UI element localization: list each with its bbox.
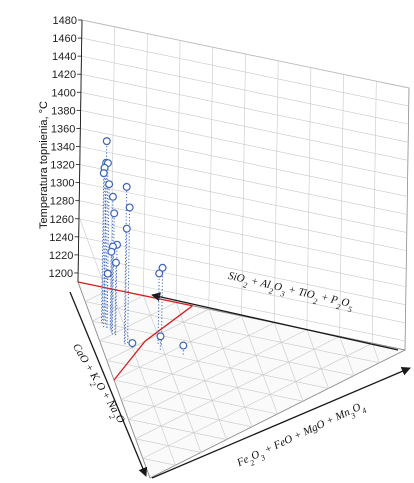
ternary-grid-line	[128, 329, 308, 420]
y-tick-label: 1420	[52, 69, 76, 81]
point-drop-line	[101, 167, 106, 324]
arrow-axis-b	[151, 367, 411, 479]
point-drop-line	[103, 141, 108, 321]
wall-grid-horizontal	[78, 254, 406, 324]
y-tick-label: 1220	[49, 250, 73, 262]
axis-label-sio2-group: SiO2 + Al2O3 + TiO2 + P2O5	[226, 270, 354, 314]
data-point	[156, 332, 165, 341]
wall-grid-horizontal	[80, 110, 408, 179]
highlight-line	[77, 281, 193, 307]
y-tick-label: 1280	[50, 196, 74, 208]
y-tick-label: 1300	[50, 178, 74, 190]
ternary-grid-line	[175, 302, 227, 440]
ternary-grid-line	[142, 342, 373, 459]
wall-grid-horizontal	[78, 272, 406, 342]
y-tick-label: 1260	[49, 214, 73, 226]
ternary-grid-line	[372, 343, 380, 363]
y-axis-line	[77, 19, 83, 283]
data-point	[105, 180, 114, 189]
ternary-grid-line	[121, 399, 253, 428]
ternary-grid-line	[241, 315, 278, 415]
point-drop-line	[124, 228, 128, 345]
temperature-axis: 1200 1220 1240 1260 1280 1300 1320 1340 1360 1380…	[49, 15, 83, 283]
wall-grid-horizontal	[81, 73, 409, 143]
y-tick-label: 1240	[49, 232, 73, 244]
data-point	[122, 182, 131, 191]
ternary-grid-line	[113, 379, 278, 415]
wall-grid-vertical	[175, 40, 181, 303]
point-drop-line	[115, 244, 118, 336]
wall-grid-horizontal	[81, 55, 409, 125]
arrow-axis-a	[151, 292, 399, 351]
highlight-line	[144, 305, 193, 342]
ternary-grid-line	[128, 418, 227, 440]
data-point	[125, 203, 134, 212]
wall-grid-horizontal	[79, 182, 407, 251]
data-point	[179, 341, 188, 350]
point-drop-line	[160, 267, 164, 345]
wall-grid-vertical	[372, 81, 377, 344]
wall-grid-vertical	[143, 33, 148, 296]
data-point	[103, 269, 112, 278]
data-point	[155, 269, 164, 278]
ternary-grid-line	[142, 458, 176, 466]
y-tick-label: 1480	[53, 15, 77, 27]
arrow-axis-c	[69, 291, 148, 477]
wall-grid-horizontal	[79, 164, 407, 233]
wall-grid-vertical	[241, 53, 246, 317]
wall-grid-horizontal	[81, 37, 409, 107]
data-point	[102, 137, 111, 146]
composition-axes	[69, 291, 411, 479]
data-point	[122, 224, 131, 233]
point-drop-line	[106, 273, 109, 328]
point-drop-line	[157, 273, 160, 344]
ternary-grid-line	[99, 340, 329, 389]
wall-grid-vertical	[208, 47, 214, 310]
ternary-grid-line	[85, 301, 380, 364]
data-point	[108, 192, 117, 201]
y-tick-label: 1360	[51, 123, 75, 135]
wall-grid-horizontal	[80, 128, 408, 197]
data-points	[99, 137, 188, 355]
point-drop-line	[100, 173, 105, 322]
ternary-grid-line	[92, 295, 144, 322]
wall-grid-horizontal	[79, 200, 407, 269]
y-tick-label: 1440	[52, 51, 76, 63]
y-tick-label: 1340	[51, 141, 75, 153]
wall-grid-vertical	[273, 60, 279, 323]
data-point	[110, 209, 119, 218]
data-point	[107, 247, 116, 256]
ternary-grid-line	[135, 438, 202, 453]
ternary-grid-line	[113, 315, 242, 381]
point-drop-line	[111, 213, 115, 335]
data-point	[111, 258, 120, 267]
wall-grid-horizontal	[80, 146, 408, 215]
point-drop-line	[104, 163, 109, 324]
ternary-grid-line	[110, 288, 176, 466]
point-drop-line	[109, 251, 112, 329]
wall-grid-horizontal	[78, 218, 407, 288]
ternary-grid-line	[306, 329, 329, 389]
data-point	[128, 339, 137, 348]
y-tick-label: 1320	[50, 160, 74, 172]
highlight-line	[113, 340, 146, 381]
y-axis-label: Temperatura topnienia, °C	[38, 101, 50, 229]
wall-grid-horizontal	[78, 236, 406, 306]
ternary-grid-line	[339, 336, 355, 376]
data-point	[99, 169, 108, 178]
point-drop-line	[123, 186, 128, 343]
point-drop-line	[114, 262, 117, 334]
wall-grid-horizontal	[81, 19, 410, 89]
y-tick-label: 1400	[51, 87, 75, 99]
ternary-grid-line	[273, 322, 304, 402]
wall-grid-horizontal	[80, 91, 408, 161]
y-tick-label: 1200	[49, 268, 73, 280]
ternary-base	[77, 281, 407, 479]
wall-grid-vertical	[339, 74, 344, 337]
wall-grid-vertical	[306, 67, 312, 330]
y-tick-label: 1460	[52, 33, 76, 45]
data-point	[158, 263, 167, 272]
y-tick-label: 1380	[51, 105, 75, 117]
